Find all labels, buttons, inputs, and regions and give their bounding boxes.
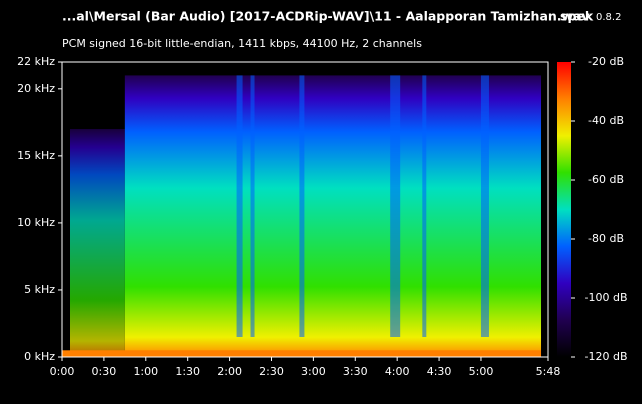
- y-tick-label: 10 kHz: [17, 216, 55, 229]
- y-tick-label: 15 kHz: [17, 149, 55, 162]
- x-tick-label: 4:00: [385, 365, 410, 378]
- x-tick-label: 5:00: [469, 365, 494, 378]
- colorbar-tick-label: -60 dB: [588, 173, 624, 186]
- colorbar-tick-label: -20 dB: [588, 55, 624, 68]
- y-tick-label: 22 kHz: [17, 55, 55, 68]
- spectrogram-streak: [422, 75, 427, 337]
- colorbar-tick-label: -40 dB: [588, 114, 624, 127]
- y-tick-label: 0 kHz: [24, 350, 55, 363]
- x-tick-label: 2:00: [217, 365, 242, 378]
- x-tick-label: 3:30: [343, 365, 368, 378]
- spectrogram-body: [124, 75, 542, 357]
- colorbar-tick-label: -100 dB: [585, 291, 628, 304]
- x-tick-label: 4:30: [427, 365, 452, 378]
- spectrogram-streak: [236, 75, 243, 337]
- x-tick-label: 0:30: [92, 365, 117, 378]
- colorbar: [557, 62, 571, 357]
- x-tick-label: 5:48: [536, 365, 561, 378]
- plot-frame: [61, 61, 549, 358]
- spectrogram-intro: [70, 129, 125, 357]
- y-tick-label: 20 kHz: [17, 82, 55, 95]
- x-tick-label: 3:00: [301, 365, 326, 378]
- app-name: spek: [560, 9, 594, 24]
- colorbar-tick-label: -80 dB: [588, 232, 624, 245]
- colorbar-tick-label: -120 dB: [585, 350, 628, 363]
- x-tick-label: 2:30: [259, 365, 284, 378]
- x-tick-label: 0:00: [50, 365, 75, 378]
- x-tick-label: 1:30: [175, 365, 200, 378]
- subtitle: PCM signed 16-bit little-endian, 1411 kb…: [62, 37, 422, 50]
- app-version: 0.8.2: [596, 12, 621, 23]
- spectrogram-streak: [299, 75, 305, 337]
- file-title: ...al\Mersal (Bar Audio) [2017-ACDRip-WA…: [62, 9, 590, 24]
- spectrogram-streak: [250, 75, 255, 337]
- spectrogram-streak: [390, 75, 401, 337]
- spectrogram-streak: [480, 75, 489, 337]
- spectrogram-base: [62, 350, 542, 357]
- y-tick-label: 5 kHz: [24, 283, 55, 296]
- x-tick-label: 1:00: [133, 365, 158, 378]
